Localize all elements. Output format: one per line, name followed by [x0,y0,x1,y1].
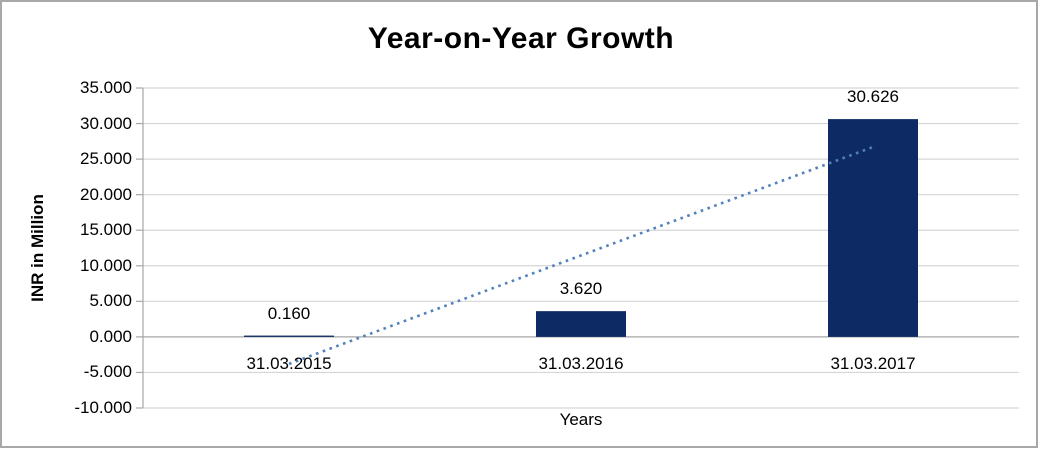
y-axis-tick-label: 5.000 [89,291,132,311]
bar-value-label: 0.160 [267,303,311,323]
y-axis-tick-label: 10.000 [80,255,132,275]
y-axis-tick-label: -10.000 [74,398,132,417]
y-axis-tick-label: -5.000 [83,362,132,382]
bar-value-label: 30.626 [847,87,899,107]
x-axis-title: Years [559,410,603,429]
x-axis-category-label: 31.03.2016 [538,353,624,373]
chart-title: Year-on-Year Growth [367,22,675,55]
bar-31.03.2017 [828,119,918,337]
bar-31.03.2015 [244,335,334,337]
y-axis-tick-label: 20.000 [80,184,132,204]
y-axis-tick-label: 35.000 [80,78,132,97]
bar-31.03.2016 [536,311,626,337]
trendline [288,145,874,366]
bar-value-label: 3.620 [559,279,603,299]
y-axis-tick-label: 15.000 [80,220,132,240]
x-axis-category-label: 31.03.2015 [246,353,332,373]
y-axis-tick-label: 25.000 [80,149,132,169]
y-axis-tick-label: 0.000 [89,326,132,346]
x-axis-category-label: 31.03.2017 [830,353,916,373]
y-axis-tick-label: 30.000 [80,113,132,133]
